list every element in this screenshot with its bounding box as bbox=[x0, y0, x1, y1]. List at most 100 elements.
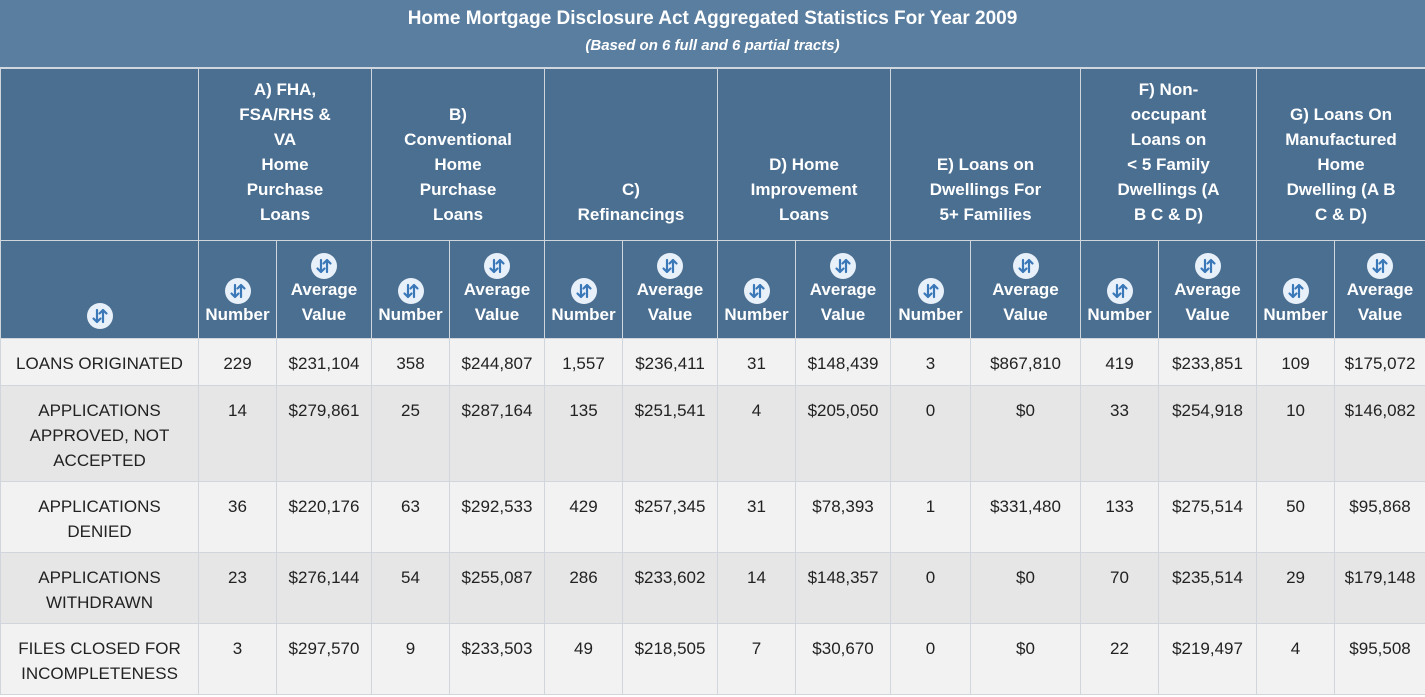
column-group-label-line: B) bbox=[449, 105, 467, 124]
sort-arrows-icon[interactable] bbox=[917, 277, 944, 304]
number-cell: 0 bbox=[890, 385, 972, 482]
row-label-cell: APPLICATIONS APPROVED, NOT ACCEPTED bbox=[0, 385, 199, 482]
table-row: LOANS ORIGINATED 229 $231,104 358 $244,807 1,… bbox=[0, 338, 1425, 386]
number-cell: 50 bbox=[1256, 481, 1336, 553]
number-column-header[interactable]: Number bbox=[890, 240, 972, 339]
average-value-label-line: Average bbox=[636, 280, 704, 299]
column-group-label-line: Home bbox=[1317, 155, 1365, 174]
number-cell: 109 bbox=[1256, 338, 1336, 386]
average-value-label-line: Value bbox=[1357, 305, 1403, 324]
number-cell: 3 bbox=[198, 623, 277, 695]
number-column-label: Number bbox=[898, 305, 963, 324]
average-value-label-line: Value bbox=[647, 305, 693, 324]
average-value-column-header[interactable]: Average Value bbox=[970, 240, 1082, 339]
column-group-label-line: Dwellings (A bbox=[1117, 180, 1220, 199]
sort-arrows-icon[interactable] bbox=[224, 277, 251, 304]
number-column-header[interactable]: Number bbox=[371, 240, 450, 339]
average-value-cell: $233,503 bbox=[448, 623, 546, 695]
number-column-label: Number bbox=[551, 305, 616, 324]
table-row: APPLICATIONS DENIED 36 $220,176 63 $292,533 4… bbox=[0, 481, 1425, 553]
page-subtitle: (Based on 6 full and 6 partial tracts) bbox=[585, 37, 840, 54]
average-value-cell: $0 bbox=[970, 552, 1082, 624]
column-group-header: G) Loans On Manufactured Home Dwelling (A B… bbox=[1256, 68, 1425, 241]
number-cell: 0 bbox=[890, 552, 972, 624]
sort-arrows-icon[interactable] bbox=[1194, 252, 1221, 279]
number-cell: 14 bbox=[198, 385, 277, 482]
number-cell: 33 bbox=[1080, 385, 1160, 482]
sort-arrows-icon[interactable] bbox=[570, 277, 597, 304]
number-column-header[interactable]: Number bbox=[544, 240, 624, 339]
average-value-cell: $236,411 bbox=[622, 338, 719, 386]
average-value-cell: $233,851 bbox=[1158, 338, 1258, 386]
column-group-label-line: Conventional bbox=[404, 130, 512, 149]
column-group-label-line: Purchase bbox=[246, 180, 324, 199]
column-group-label-line: Dwelling (A B bbox=[1286, 180, 1396, 199]
number-cell: 4 bbox=[1256, 623, 1336, 695]
sort-arrows-icon[interactable] bbox=[1282, 277, 1309, 304]
average-value-label-line: Value bbox=[474, 305, 520, 324]
number-column-label: Number bbox=[1087, 305, 1152, 324]
column-group-header: E) Loans on Dwellings For 5+ Families bbox=[890, 68, 1082, 241]
number-column-header[interactable]: Number bbox=[717, 240, 797, 339]
average-value-column-header[interactable]: Average Value bbox=[622, 240, 719, 339]
average-value-cell: $275,514 bbox=[1158, 481, 1258, 553]
average-value-label-line: Average bbox=[463, 280, 531, 299]
average-value-cell: $251,541 bbox=[622, 385, 719, 482]
average-value-cell: $331,480 bbox=[970, 481, 1082, 553]
number-cell: 31 bbox=[717, 338, 797, 386]
average-value-label-line: Value bbox=[301, 305, 347, 324]
sort-arrows-icon[interactable] bbox=[1012, 252, 1039, 279]
number-cell: 63 bbox=[371, 481, 450, 553]
average-value-cell: $244,807 bbox=[448, 338, 546, 386]
average-value-cell: $220,176 bbox=[276, 481, 372, 553]
sort-arrows-icon[interactable] bbox=[311, 252, 337, 279]
number-column-label: Number bbox=[724, 305, 789, 324]
column-group-label-line: E) Loans on bbox=[936, 155, 1035, 174]
number-cell: 3 bbox=[890, 338, 972, 386]
average-value-cell: $148,357 bbox=[795, 552, 892, 624]
average-value-column-header[interactable]: Average Value bbox=[1334, 240, 1425, 339]
number-column-header[interactable]: Number bbox=[1080, 240, 1160, 339]
sort-arrows-icon[interactable] bbox=[743, 277, 770, 304]
table-title-bar: Home Mortgage Disclosure Act Aggregated … bbox=[0, 0, 1425, 68]
column-group-label-line: occupant bbox=[1130, 105, 1207, 124]
column-group-label-line: Home bbox=[261, 155, 309, 174]
table-body: LOANS ORIGINATED 229 $231,104 358 $244,807 1,… bbox=[0, 338, 1425, 695]
column-group-label-line: C) bbox=[622, 180, 640, 199]
average-value-cell: $279,861 bbox=[276, 385, 372, 482]
sort-arrows-icon[interactable] bbox=[86, 302, 113, 329]
number-column-header[interactable]: Number bbox=[1256, 240, 1336, 339]
sort-arrows-icon[interactable] bbox=[484, 252, 510, 279]
average-value-column-header[interactable]: Average Value bbox=[1158, 240, 1258, 339]
number-cell: 0 bbox=[890, 623, 972, 695]
average-value-label-line: Average bbox=[1174, 280, 1241, 299]
column-group-label-line: VA bbox=[273, 130, 297, 149]
row-label-group-header bbox=[0, 68, 199, 241]
column-group-label-line: Loans bbox=[778, 205, 830, 224]
number-column-header[interactable]: Number bbox=[198, 240, 277, 339]
sort-arrows-icon[interactable] bbox=[1106, 277, 1133, 304]
number-cell: 1 bbox=[890, 481, 972, 553]
row-label-cell: FILES CLOSED FOR INCOMPLETENESS bbox=[0, 623, 199, 695]
average-value-label-line: Average bbox=[992, 280, 1059, 299]
number-cell: 4 bbox=[717, 385, 797, 482]
average-value-cell: $231,104 bbox=[276, 338, 372, 386]
number-cell: 286 bbox=[544, 552, 624, 624]
average-value-column-header[interactable]: Average Value bbox=[276, 240, 372, 339]
sort-arrows-icon[interactable] bbox=[1367, 252, 1394, 279]
average-value-column-header[interactable]: Average Value bbox=[448, 240, 546, 339]
sort-arrows-icon[interactable] bbox=[657, 252, 684, 279]
row-label-sort-header[interactable] bbox=[0, 240, 199, 339]
average-value-cell: $175,072 bbox=[1334, 338, 1425, 386]
column-group-header: A) FHA, FSA/RHS & VA Home Purchase Loans bbox=[198, 68, 372, 241]
number-cell: 358 bbox=[371, 338, 450, 386]
number-cell: 429 bbox=[544, 481, 624, 553]
average-value-column-header[interactable]: Average Value bbox=[795, 240, 892, 339]
average-value-label-line: Value bbox=[820, 305, 866, 324]
column-group-label-line: B C & D) bbox=[1134, 205, 1203, 224]
number-column-label: Number bbox=[205, 305, 270, 324]
average-value-cell: $146,082 bbox=[1334, 385, 1425, 482]
row-label-cell: LOANS ORIGINATED bbox=[0, 338, 199, 386]
sort-arrows-icon[interactable] bbox=[397, 277, 424, 304]
sort-arrows-icon[interactable] bbox=[830, 252, 857, 279]
